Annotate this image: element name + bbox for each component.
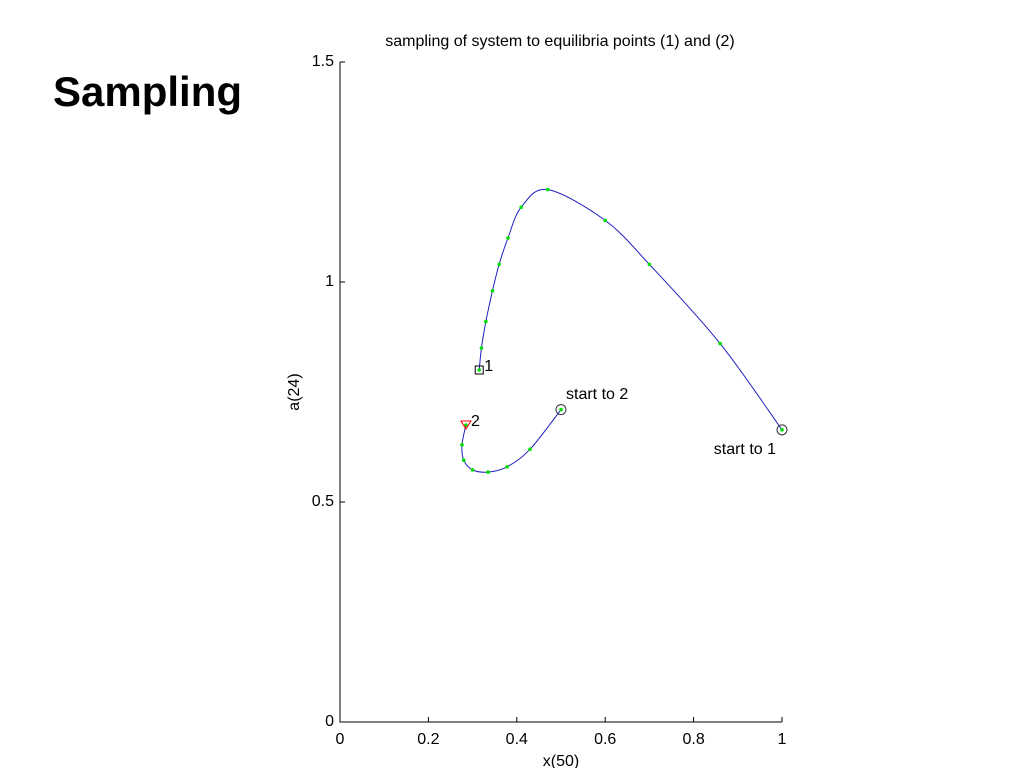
sample-point bbox=[528, 447, 532, 452]
chart-title: sampling of system to equilibria points … bbox=[385, 33, 735, 50]
sample-point bbox=[464, 423, 468, 427]
sample-point bbox=[490, 289, 495, 293]
sample-point bbox=[479, 346, 484, 350]
x-axis-label: x(50) bbox=[543, 753, 579, 768]
sample-point bbox=[461, 458, 466, 463]
sample-point bbox=[545, 187, 550, 192]
sample-point bbox=[470, 468, 475, 472]
sample-point bbox=[780, 428, 784, 432]
y-tick-label: 1 bbox=[325, 273, 334, 290]
x-tick-label: 1 bbox=[778, 731, 787, 748]
sample-point bbox=[506, 236, 510, 240]
sample-point bbox=[484, 319, 488, 324]
axes bbox=[339, 62, 782, 723]
sample-point bbox=[505, 465, 509, 469]
sample-point bbox=[497, 262, 501, 267]
sample-point bbox=[718, 341, 722, 346]
y-tick-label: 1.5 bbox=[312, 53, 334, 70]
sample-point bbox=[486, 470, 490, 474]
x-tick-label: 0.4 bbox=[506, 731, 528, 748]
sample-point bbox=[559, 407, 563, 412]
equilibrium-marker bbox=[474, 365, 484, 375]
y-tick-label: 0.5 bbox=[312, 493, 334, 510]
sample-point bbox=[519, 205, 524, 209]
slide-title: Sampling bbox=[53, 68, 242, 115]
x-tick-label: 0.2 bbox=[417, 731, 439, 748]
sample-point bbox=[477, 368, 482, 372]
start-label: start to 1 bbox=[714, 441, 776, 458]
equilibrium-marker bbox=[460, 420, 472, 430]
start-marker bbox=[555, 404, 567, 416]
start-label: start to 2 bbox=[566, 386, 628, 403]
y-axis-label: a(24) bbox=[286, 373, 303, 410]
start-marker bbox=[776, 424, 788, 436]
equilibrium-label: 1 bbox=[484, 358, 493, 375]
x-tick-label: 0.6 bbox=[594, 731, 616, 748]
sample-point bbox=[603, 218, 607, 223]
sample-point bbox=[460, 443, 464, 447]
equilibrium-label: 2 bbox=[471, 413, 480, 430]
x-tick-label: 0.8 bbox=[682, 731, 704, 748]
sample-point bbox=[647, 262, 652, 267]
series-line bbox=[478, 188, 783, 431]
y-tick-label: 0 bbox=[325, 713, 334, 730]
x-tick-label: 0 bbox=[336, 731, 345, 748]
